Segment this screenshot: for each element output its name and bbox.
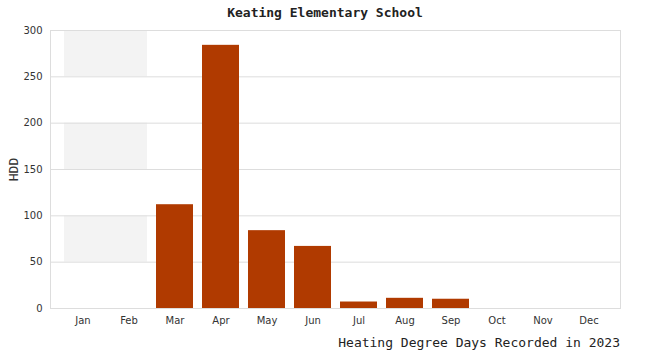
html-text:Heating Degree Days Recorded i: Heating Degree Days Recorded in 2023 <box>338 335 620 350</box>
svg-text:Aug: Aug <box>395 315 415 326</box>
svg-text:Jun: Jun <box>304 315 321 326</box>
svg-text:Feb: Feb <box>120 315 138 326</box>
svg-text:Nov: Nov <box>533 315 553 326</box>
svg-text:Apr: Apr <box>212 315 230 326</box>
svg-text:100: 100 <box>23 210 42 221</box>
svg-text:May: May <box>257 315 278 326</box>
svg-text:150: 150 <box>23 164 42 175</box>
svg-text:0: 0 <box>36 303 42 314</box>
svg-text:Jan: Jan <box>74 315 90 326</box>
svg-text:Jul: Jul <box>352 315 365 326</box>
svg-text:200: 200 <box>23 117 42 128</box>
svg-text:50: 50 <box>30 256 43 267</box>
svg-text:Oct: Oct <box>488 315 505 326</box>
svg-text:Mar: Mar <box>166 315 186 326</box>
svg-text:Dec: Dec <box>579 315 598 326</box>
svg-text:250: 250 <box>23 71 42 82</box>
html-text:Keating Elementary School: Keating Elementary School <box>227 5 423 20</box>
svg-text:Sep: Sep <box>442 315 461 326</box>
svg-text:300: 300 <box>23 25 42 36</box>
svg-text:HDD: HDD <box>6 158 21 182</box>
